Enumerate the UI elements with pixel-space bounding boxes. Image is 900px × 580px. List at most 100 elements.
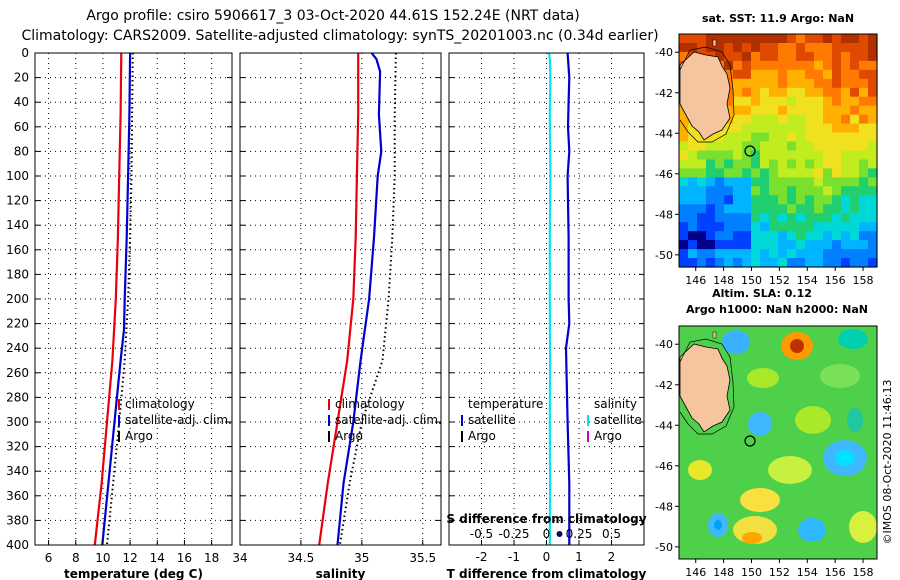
sst-cell	[868, 258, 878, 268]
sst-cell	[778, 105, 788, 116]
sst-cell	[832, 78, 842, 89]
sst-cell	[688, 150, 698, 161]
tasmania-land	[679, 343, 731, 433]
sst-cell	[751, 249, 761, 259]
sst-cell	[850, 213, 860, 223]
sst-cell	[814, 96, 824, 107]
sst-cell	[832, 186, 842, 196]
sst-cell	[706, 141, 716, 152]
sst-cell	[706, 231, 716, 241]
sst-cell	[688, 132, 698, 143]
sst-cell	[850, 132, 860, 143]
island	[712, 331, 717, 339]
sla-blob	[847, 408, 863, 432]
sst-cell	[796, 51, 806, 62]
sst-cell	[868, 69, 878, 80]
sst-cell	[841, 123, 851, 134]
sst-cell	[814, 34, 824, 44]
sst-cell	[760, 150, 770, 161]
sst-cell	[787, 240, 797, 250]
sst-cell	[760, 69, 770, 80]
sst-cell	[688, 195, 698, 205]
sst-cell	[868, 34, 878, 44]
sst-cell	[706, 150, 716, 161]
sst-cell	[688, 222, 698, 232]
sst-cell	[787, 43, 797, 53]
y-tick-label: 20	[14, 71, 29, 85]
sst-cell	[805, 222, 815, 232]
sst-cell	[778, 87, 788, 98]
sst-cell	[760, 141, 770, 152]
sst-cell	[733, 96, 743, 107]
map-lat-label: -40	[655, 338, 673, 351]
sst-cell	[760, 43, 770, 53]
sst-cell	[742, 222, 752, 232]
x-tick-label: 8	[72, 551, 80, 565]
sst-cell	[679, 34, 689, 44]
sst-cell	[859, 34, 869, 44]
sst-cell	[850, 240, 860, 250]
sst-cell	[868, 43, 878, 53]
sst-cell	[859, 141, 869, 152]
sst-cell	[859, 168, 869, 178]
sst-cell	[751, 168, 761, 178]
sst-cell	[859, 240, 869, 250]
map-lon-label: 154	[797, 274, 818, 287]
x-tick-label: 6	[45, 551, 53, 565]
sst-cell	[760, 132, 770, 143]
sst-cell	[814, 249, 824, 259]
x-tick-label: 34	[232, 551, 247, 565]
sst-cell	[751, 186, 761, 196]
sst-cell	[787, 123, 797, 134]
y-tick-label: 80	[14, 144, 29, 158]
sst-cell	[814, 69, 824, 80]
sst-cell	[724, 249, 734, 259]
x-tick-label: 1	[575, 550, 583, 564]
sst-cell	[688, 34, 698, 44]
grid	[35, 52, 232, 546]
sst-cell	[796, 123, 806, 134]
sst-cell	[742, 43, 752, 53]
sst-cell	[733, 69, 743, 80]
sst-cell	[751, 87, 761, 98]
sst-cell	[778, 195, 788, 205]
sst-cell	[715, 204, 725, 214]
sst-cell	[841, 186, 851, 196]
sst-cell	[742, 132, 752, 143]
sst-cell	[760, 159, 770, 170]
map-lat-label: -50	[655, 249, 673, 262]
sst-cell	[805, 51, 815, 62]
sst-cell	[715, 231, 725, 241]
sst-cell	[760, 114, 770, 125]
sst-cell	[733, 78, 743, 89]
sst-cell	[769, 51, 779, 62]
sst-cell	[742, 34, 752, 44]
sst-cell	[778, 213, 788, 223]
sst-cell	[679, 51, 689, 62]
plot-frame	[34, 52, 233, 546]
sst-cell	[760, 123, 770, 134]
sst-cell	[787, 204, 797, 214]
sst-cell	[724, 177, 734, 187]
sst-cell	[850, 177, 860, 187]
sst-cell	[868, 204, 878, 214]
sst-cell	[823, 204, 833, 214]
sst-cell	[868, 213, 878, 223]
salinity-diff-axis-label: S difference from climatology	[446, 512, 646, 526]
sst-cell	[760, 258, 770, 268]
sst-cell	[679, 150, 689, 161]
sst-cell	[868, 240, 878, 250]
sst-cell	[787, 168, 797, 178]
sst-cell	[733, 123, 743, 134]
sst-cell	[697, 141, 707, 152]
sst-cell	[787, 213, 797, 223]
sst-cell	[697, 249, 707, 259]
sst-cell	[796, 213, 806, 223]
sst-cell	[778, 141, 788, 152]
sst-cell	[823, 231, 833, 241]
map-lon-label: 156	[825, 274, 846, 287]
sst-cell	[742, 96, 752, 107]
sst-cell	[769, 204, 779, 214]
sst-cell	[751, 141, 761, 152]
